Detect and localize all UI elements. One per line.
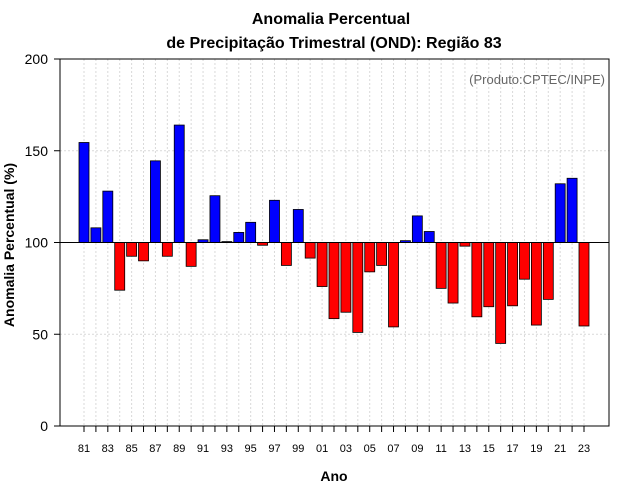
bar-86 xyxy=(138,242,149,262)
x-tick-label: 17 xyxy=(506,443,518,455)
bar-03 xyxy=(340,242,352,313)
bar-11 xyxy=(435,242,447,289)
x-tick-label: 93 xyxy=(221,443,233,455)
bar-98 xyxy=(280,242,292,266)
y-axis-title: Anomalia Percentual (%) xyxy=(1,163,17,327)
bar-02 xyxy=(328,242,340,320)
bar-83 xyxy=(102,190,114,243)
bar-06 xyxy=(376,242,388,266)
x-tick-label: 97 xyxy=(268,443,280,455)
x-tick-label: 05 xyxy=(364,443,376,455)
bar-23 xyxy=(578,242,590,327)
bar-21 xyxy=(554,183,566,243)
bar-19 xyxy=(530,242,542,326)
chart-title-line2: de Precipitação Trimestral (OND): Região… xyxy=(166,35,501,52)
x-tick-label: 11 xyxy=(435,443,446,455)
x-tick-label: 03 xyxy=(340,443,352,455)
x-tick-label: 15 xyxy=(483,443,495,455)
x-tick-label: 19 xyxy=(530,443,542,455)
bar-10 xyxy=(423,231,435,243)
y-tick-label: 100 xyxy=(25,235,49,251)
x-tick-label: 99 xyxy=(292,443,304,455)
x-tick-label: 01 xyxy=(316,443,328,455)
grid xyxy=(60,58,609,427)
x-tick-label: 83 xyxy=(102,443,114,455)
bar-82 xyxy=(90,227,102,243)
x-axis-title: Ano xyxy=(320,468,347,484)
bar-87 xyxy=(150,160,161,243)
bar-16 xyxy=(495,242,507,344)
x-tick-label: 07 xyxy=(387,443,399,455)
y-tick-label: 200 xyxy=(25,51,49,67)
bar-89 xyxy=(173,124,185,243)
x-tick-label: 21 xyxy=(554,443,566,455)
bar-88 xyxy=(161,242,173,257)
bar-90 xyxy=(185,242,197,267)
x-tick-label: 91 xyxy=(197,443,209,455)
bar-15 xyxy=(483,242,495,308)
x-tick-label: 23 xyxy=(578,443,590,455)
x-tick-label: 09 xyxy=(411,443,423,455)
bar-13 xyxy=(459,242,471,247)
bar-22 xyxy=(566,177,578,243)
bar-99 xyxy=(292,209,304,243)
bar-85 xyxy=(126,242,138,257)
bar-84 xyxy=(114,242,126,291)
chart-title-line1: Anomalia Percentual xyxy=(252,11,410,28)
bar-12 xyxy=(447,242,459,304)
bar-17 xyxy=(507,242,518,307)
x-tick-label: 89 xyxy=(173,443,185,455)
y-tick-label: 0 xyxy=(40,418,48,434)
x-tick-label: 87 xyxy=(149,443,161,455)
bar-20 xyxy=(542,242,554,300)
bar-05 xyxy=(364,242,376,273)
x-tick-label: 13 xyxy=(459,443,471,455)
credit-label: (Produto:CPTEC/INPE) xyxy=(469,72,605,87)
y-tick-label: 50 xyxy=(32,326,48,342)
bar-14 xyxy=(471,242,483,318)
bar-04 xyxy=(352,242,364,333)
x-tick-label: 85 xyxy=(125,443,137,455)
y-tick-label: 150 xyxy=(25,143,49,159)
x-tick-label: 81 xyxy=(78,443,90,455)
bar-94 xyxy=(233,232,245,243)
bar-00 xyxy=(304,242,316,259)
y-axis: 0 50 100 150 200 xyxy=(25,51,60,434)
bar-07 xyxy=(388,242,399,328)
bar-09 xyxy=(411,215,423,243)
bar-95 xyxy=(245,221,257,243)
x-tick-label: 95 xyxy=(245,443,257,455)
bar-01 xyxy=(316,242,328,287)
x-axis: 81 83 85 87 89 91 93 95 97 99 01 03 05 07 09 11 13 15 17 19… xyxy=(78,426,590,455)
bar-92 xyxy=(209,195,221,243)
bar-18 xyxy=(519,242,530,280)
bar-97 xyxy=(269,199,280,243)
bar-81 xyxy=(78,142,90,243)
bars xyxy=(78,124,590,344)
